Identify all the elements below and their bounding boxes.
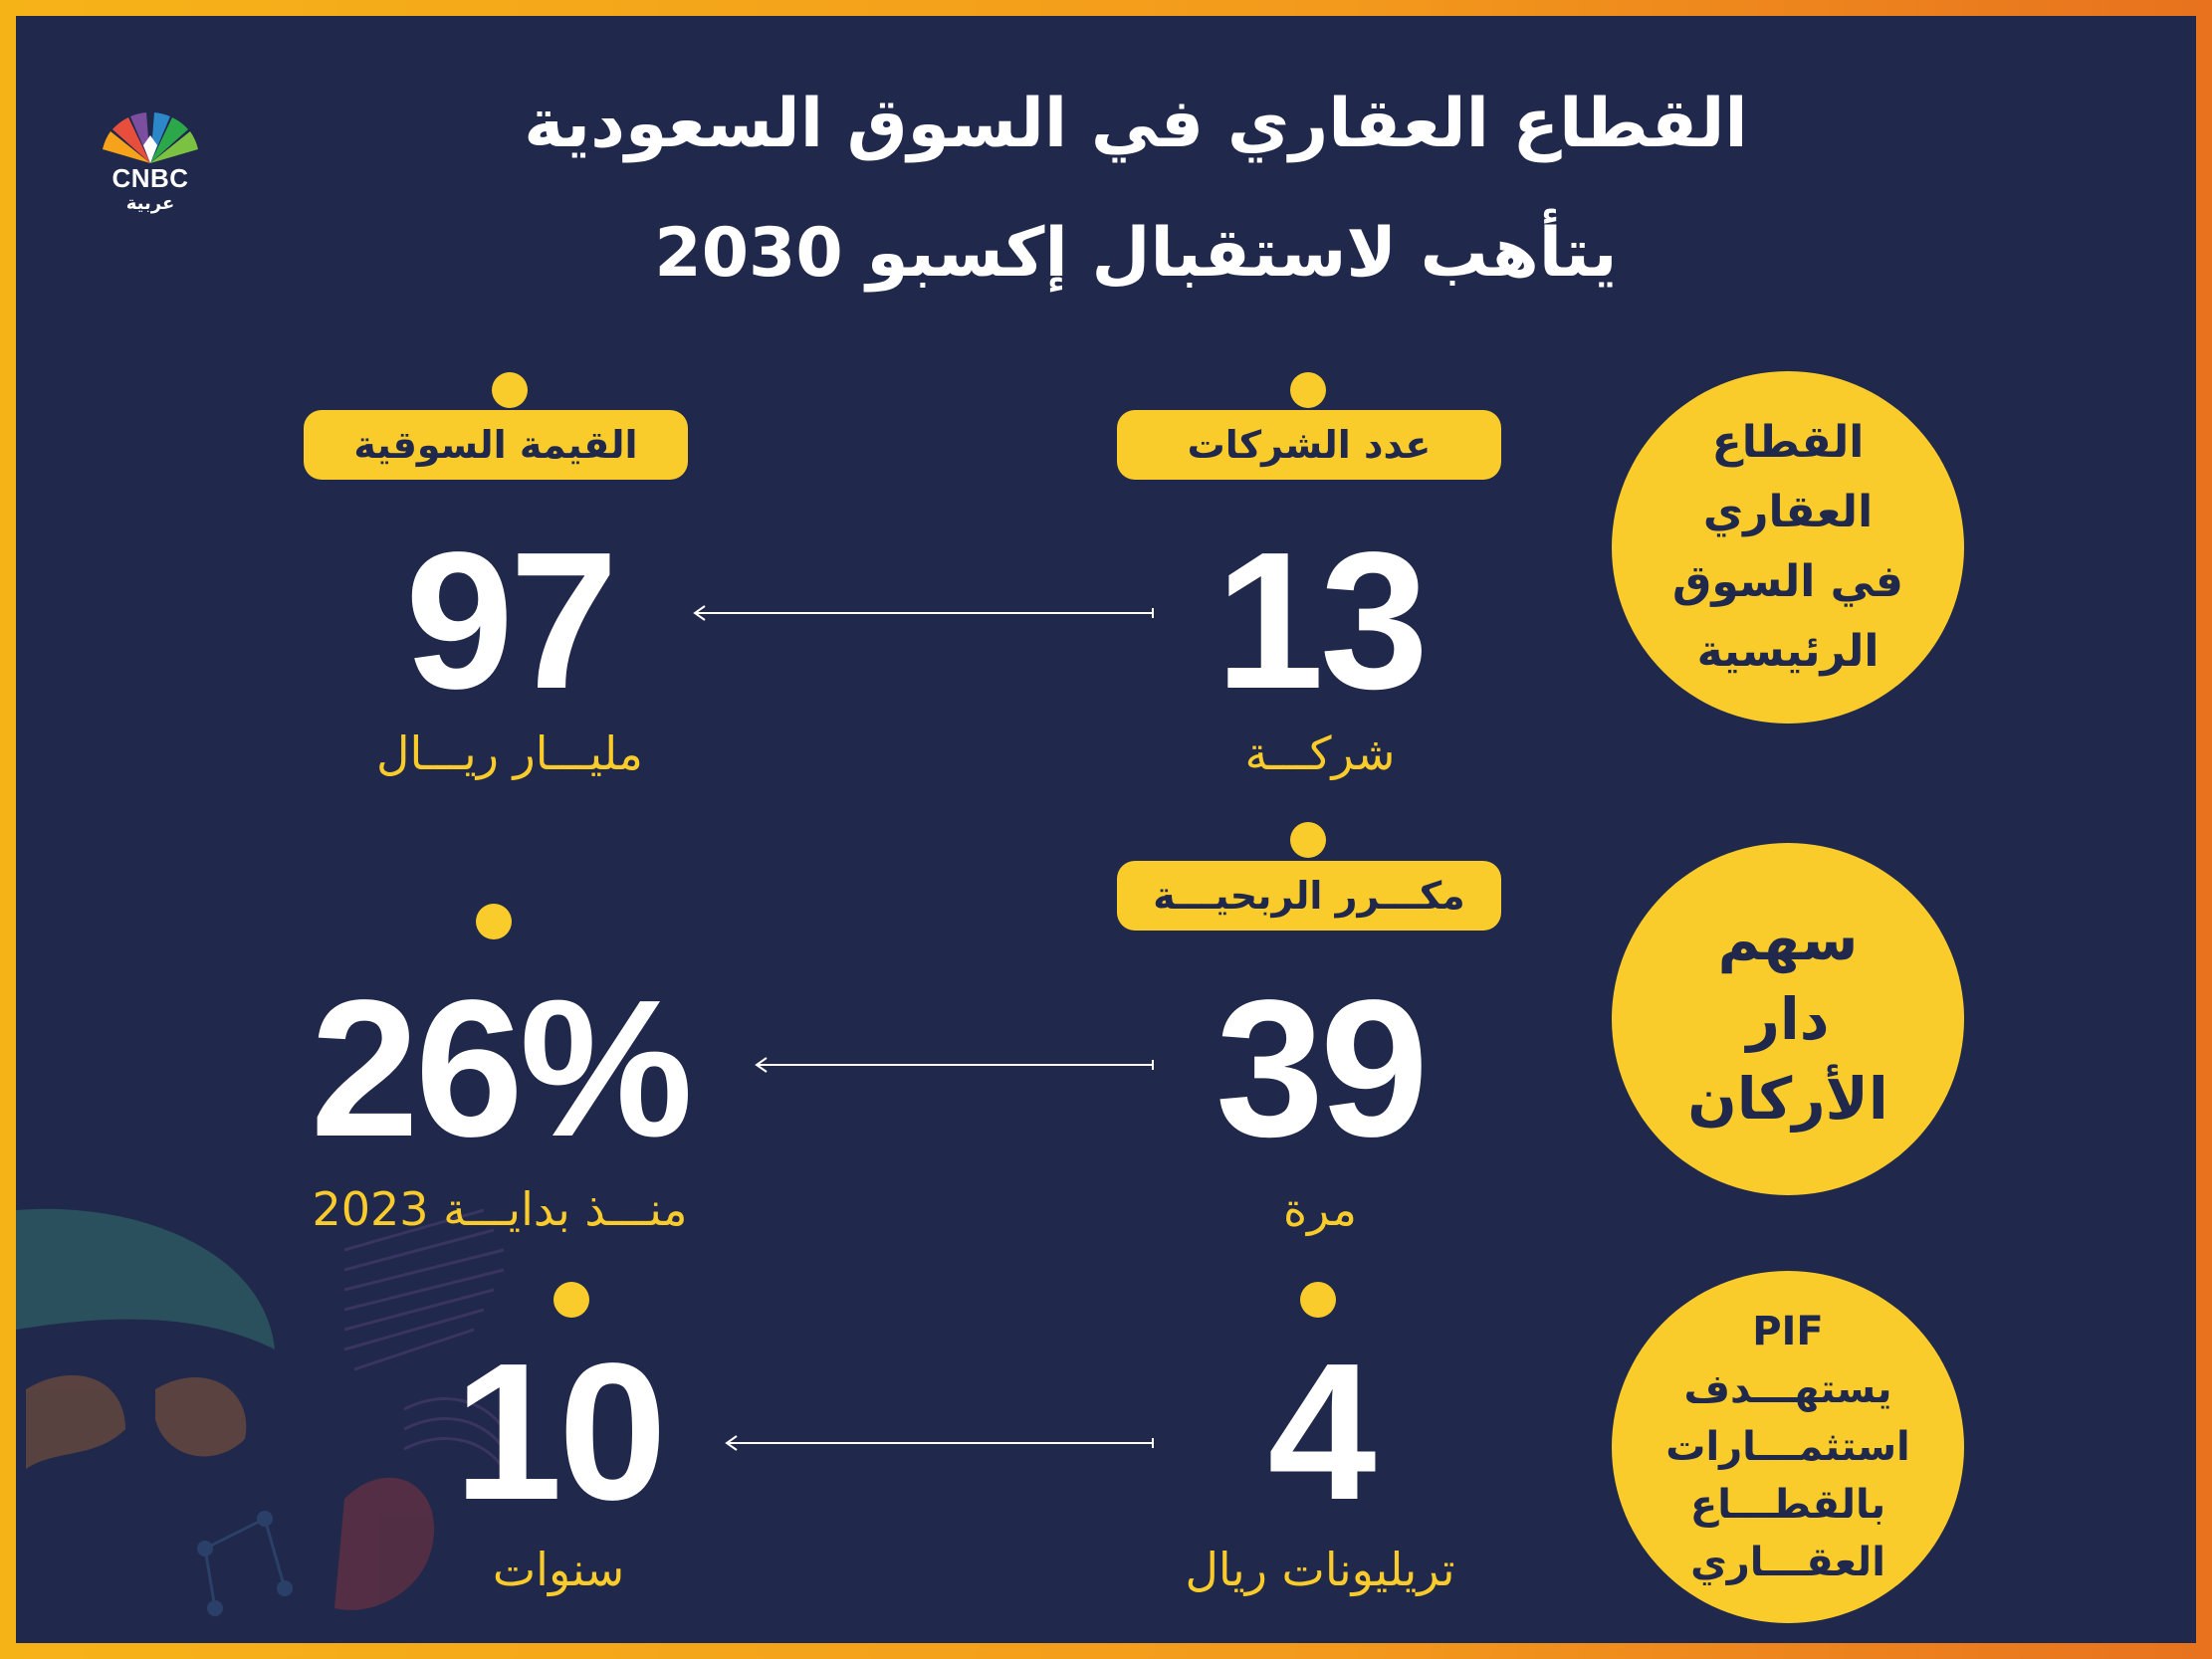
circle-line: الأركان [1687,1065,1888,1133]
circle-line: يستهـــدف [1683,1366,1892,1412]
infographic-canvas: CNBC عربية القطاع العقاري في السوق السعو… [16,16,2196,1643]
dot-icon [476,904,512,939]
label-pe-ratio: مكـــرر الربحيـــة [1117,861,1501,931]
unit-ytd-change: منـــذ بدايـــة 2023 [312,1182,688,1236]
page-subtitle: يتأهب لاستقبال إكسبو 2030 [654,214,1618,293]
label-company-count: عدد الشركات [1117,410,1501,480]
unit-market-value: مليـــار ريـــال [376,726,643,780]
unit-pe-ratio: مرة [1282,1182,1358,1236]
dot-icon [1290,822,1326,858]
circle-line: بالقطـــاع [1689,1482,1886,1528]
value-ytd-change: 26% [310,959,693,1177]
value-pif-target: 4 [1267,1323,1376,1541]
arrow-left-icon [725,1435,1154,1451]
circle-line: العقـــاري [1690,1540,1885,1585]
logo-subtitle: عربية [125,193,175,214]
arrow-left-icon [755,1057,1154,1073]
dot-icon [1290,372,1326,408]
value-years: 10 [453,1323,667,1541]
unit-pif-target: تريليونات ريال [1185,1543,1455,1596]
circle-line: في السوق [1672,556,1903,607]
unit-company-count: شركـــة [1244,726,1396,780]
label-market-value: القيمة السوقية [304,410,688,480]
page-title: القطاع العقاري في السوق السعودية [524,85,1748,163]
circle-line: العقاري [1702,487,1874,537]
value-market-value: 97 [404,512,618,729]
peacock-logo-icon [103,112,198,163]
dot-icon [1300,1282,1336,1318]
dot-icon [553,1282,589,1318]
circle-line: الرئيسية [1696,626,1880,677]
unit-years: سنوات [492,1543,625,1596]
arrow-left-icon [693,605,1154,621]
value-company-count: 13 [1215,512,1429,729]
circle-dar-alarkan: سهم دار الأركان [1612,843,1964,1195]
circle-line: سهم [1717,906,1859,973]
circle-line: القطاع [1711,417,1865,468]
dot-icon [492,372,528,408]
circle-pif: PIF يستهـــدف استثمـــارات بالقطـــاع ال… [1612,1271,1964,1623]
logo-text: CNBC [111,163,189,193]
circle-real-estate-sector: القطاع العقاري في السوق الرئيسية [1612,371,1964,724]
circle-line: دار [1746,985,1830,1053]
circle-line: PIF [1752,1309,1824,1354]
value-pe-ratio: 39 [1215,959,1429,1177]
circle-line: استثمـــارات [1665,1424,1910,1470]
